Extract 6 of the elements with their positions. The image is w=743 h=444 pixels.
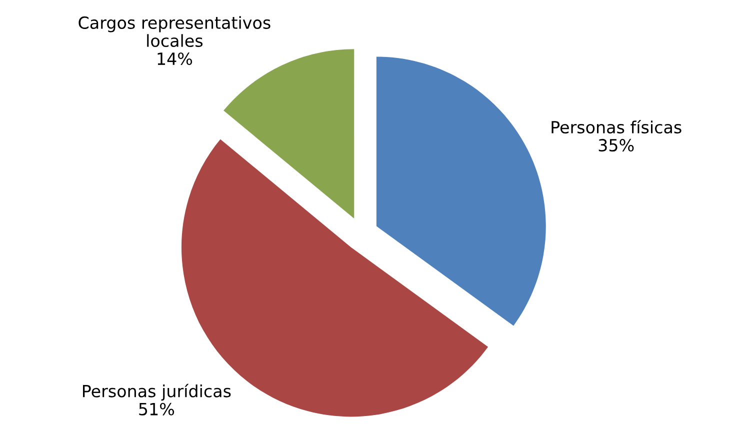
slice-label: Personas físicas <box>552 120 682 134</box>
data-label: 51% <box>139 402 174 416</box>
data-label: 14% <box>158 52 192 66</box>
slice-label: Personas jurídicas <box>83 384 231 401</box>
data-label: 35% <box>598 138 634 152</box>
slice-label: Cargos representativos locales <box>78 16 270 48</box>
